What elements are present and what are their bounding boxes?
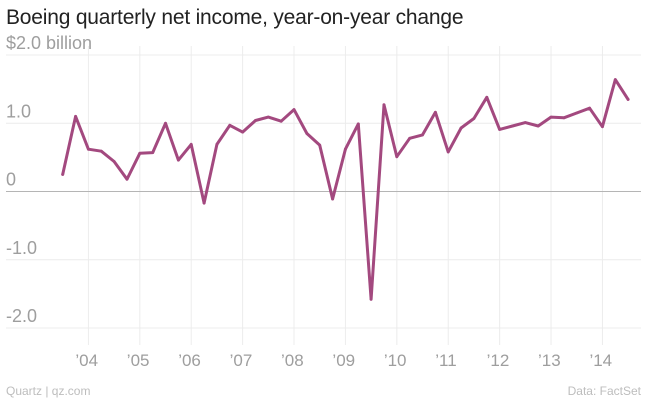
data-point [228,123,232,127]
data-point [549,115,553,119]
x-tick-label: ’09 [332,351,355,370]
data-point [588,106,591,110]
series-layer [61,78,630,301]
data-point [74,115,77,118]
data-point [498,127,501,131]
data-point [459,126,463,130]
data-point [446,150,450,154]
x-tick-label: ’08 [281,351,304,370]
data-point [344,147,347,151]
data-point [292,108,296,111]
footer-source-left: Quartz | qz.com [6,384,91,398]
data-point [241,130,245,134]
data-point [421,133,424,137]
data-point [434,110,437,114]
y-tick-label: 1.0 [6,101,31,121]
data-point [254,119,257,122]
y-tick-label: -1.0 [6,238,37,258]
data-point [202,201,206,205]
footer-source-right: Data: FactSet [567,384,641,398]
data-point [164,121,167,125]
data-point [87,147,90,151]
data-point [408,136,412,140]
x-tick-label: ’13 [538,351,561,370]
x-tick-label: ’06 [178,351,201,370]
data-point [575,111,579,115]
x-tick-label: ’05 [127,351,150,370]
y-tick-label: -2.0 [6,306,37,326]
x-tick-label: ’11 [435,351,456,370]
data-point [369,297,373,301]
y-tick-label: $2.0 billion [6,33,92,53]
data-point [305,132,309,135]
data-point [279,119,283,123]
grid-layer [6,46,641,345]
data-point [485,95,489,99]
x-axis-labels: ’04 ’05 ’06 ’07 ’08 ’09 ’10 ’11 ’12 ’13 ’14 [75,351,612,370]
data-point [626,98,630,101]
data-point [61,173,65,176]
data-point [472,117,476,120]
chart-title: Boeing quarterly net income, year-on-yea… [6,6,464,29]
x-tick-label: ’12 [487,351,510,370]
data-point [189,143,193,146]
data-point [523,121,527,124]
data-point [215,143,219,146]
data-point [125,177,129,181]
x-tick-label: ’07 [230,351,253,370]
data-point [112,160,116,163]
x-tick-label: ’10 [384,351,407,370]
data-point [536,124,540,128]
data-point [138,151,142,155]
y-tick-label: 0 [6,170,16,190]
data-point [331,197,334,201]
data-point [601,125,604,129]
data-point [266,115,270,119]
data-point [382,103,386,107]
data-point [356,122,360,126]
data-point [613,78,617,81]
data-point [151,151,155,155]
data-point [395,155,399,159]
data-point [177,158,180,162]
y-axis-labels: $2.0 billion 1.0 0 -1.0 -2.0 [6,33,92,326]
data-point [99,149,103,153]
data-point [318,143,322,147]
x-tick-label: ’04 [75,351,98,370]
data-point [562,116,566,120]
data-point [511,124,514,128]
x-tick-label: ’14 [589,351,612,370]
